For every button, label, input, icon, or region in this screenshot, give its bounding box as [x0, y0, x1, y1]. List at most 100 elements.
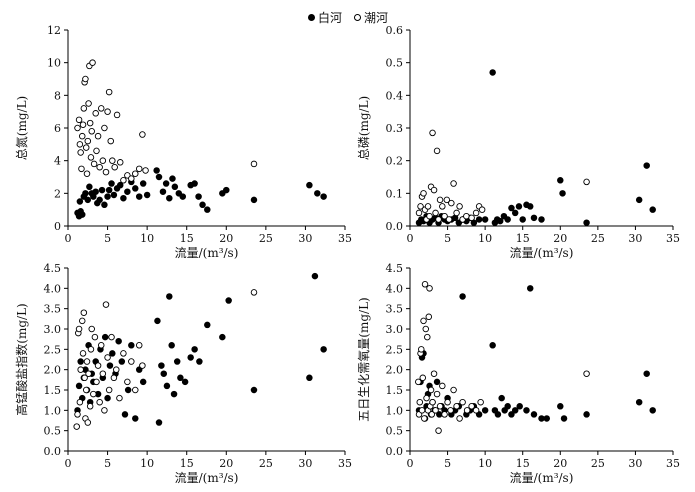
- data-point: [74, 411, 81, 418]
- data-point: [459, 293, 466, 300]
- data-point: [88, 128, 95, 135]
- data-point: [101, 201, 108, 209]
- data-point: [99, 157, 107, 164]
- x-tick-label: 0: [407, 457, 414, 470]
- data-point: [430, 370, 438, 377]
- data-point: [472, 407, 480, 414]
- y-tick-label: 3.5: [44, 303, 62, 316]
- data-point: [76, 141, 84, 148]
- legend-item-baihe: 白河: [308, 9, 342, 26]
- data-point: [441, 212, 448, 220]
- data-point: [453, 403, 460, 410]
- data-point: [73, 423, 80, 430]
- legend-marker-filled: [308, 14, 315, 21]
- x-tick-label: 35: [666, 457, 680, 470]
- y-tick-label: 0.0: [44, 445, 62, 458]
- data-point: [105, 88, 113, 96]
- x-tick-label: 25: [259, 232, 273, 245]
- x-tick-label: 20: [553, 232, 567, 245]
- y-axis-label: 五日生化需氧量(mg/L): [357, 297, 371, 421]
- data-point: [649, 407, 656, 414]
- data-point: [115, 337, 122, 345]
- x-tick-label: 15: [516, 457, 530, 470]
- data-point: [170, 390, 178, 398]
- y-tick-label: 0: [54, 220, 61, 233]
- data-point: [81, 374, 88, 382]
- data-point: [78, 132, 86, 140]
- data-point: [171, 183, 179, 191]
- data-point: [428, 411, 436, 418]
- data-point: [91, 333, 99, 341]
- series-baihe: [74, 167, 327, 220]
- data-point: [489, 342, 496, 349]
- data-point: [82, 75, 89, 83]
- data-point: [195, 193, 202, 200]
- data-point: [515, 203, 523, 210]
- y-tick-label: 2.0: [386, 364, 404, 377]
- data-point: [96, 163, 103, 171]
- data-point: [519, 216, 526, 223]
- data-point: [132, 170, 139, 177]
- data-point: [463, 212, 470, 220]
- x-tick-label: 15: [180, 232, 194, 245]
- data-point: [97, 105, 105, 112]
- data-point: [456, 415, 463, 422]
- data-point: [80, 309, 88, 316]
- data-point: [179, 193, 187, 200]
- data-point: [132, 386, 139, 394]
- data-point: [433, 378, 441, 386]
- data-point: [99, 370, 107, 377]
- y-axis-label: 总氮(mg/L): [14, 96, 29, 160]
- y-tick-label: 12: [47, 24, 61, 37]
- x-tick-label: 30: [628, 232, 642, 245]
- data-point: [83, 170, 91, 177]
- data-point: [173, 358, 181, 365]
- y-tick-label: 0.0: [386, 445, 404, 458]
- data-point: [104, 193, 111, 200]
- data-point: [74, 124, 81, 132]
- data-point: [445, 216, 453, 223]
- data-point: [76, 398, 84, 406]
- x-tick-label: 25: [591, 232, 605, 245]
- data-point: [108, 180, 115, 187]
- data-point: [142, 167, 149, 174]
- data-point: [135, 165, 143, 173]
- y-axis-label: 总磷(mg/L): [356, 96, 371, 160]
- legend-label-chaohe: 潮河: [364, 11, 389, 25]
- data-point: [132, 415, 139, 422]
- data-point: [429, 398, 436, 406]
- data-point: [219, 333, 226, 341]
- y-tick-label: 0.2: [386, 155, 404, 168]
- data-point: [417, 203, 424, 210]
- data-point: [635, 398, 643, 406]
- x-tick-label: 35: [666, 232, 680, 245]
- data-point: [158, 362, 165, 369]
- data-point: [105, 386, 113, 394]
- y-tick-label: 1.0: [386, 404, 404, 417]
- y-tick-label: 0.6: [386, 24, 404, 37]
- data-point: [102, 301, 110, 308]
- data-point: [82, 190, 89, 197]
- series-baihe: [415, 285, 656, 422]
- data-point: [523, 407, 530, 414]
- x-tick-label: 5: [104, 232, 111, 245]
- data-point: [80, 105, 88, 112]
- y-tick-label: 1.0: [44, 404, 62, 417]
- data-point: [447, 407, 454, 414]
- data-point: [494, 411, 502, 418]
- data-point: [443, 196, 451, 204]
- data-point: [92, 188, 99, 195]
- data-point: [481, 407, 489, 414]
- data-point: [135, 193, 143, 200]
- data-point: [311, 272, 319, 280]
- y-tick-label: 2: [54, 187, 61, 200]
- data-point: [155, 173, 163, 181]
- data-point: [643, 162, 650, 169]
- legend-item-chaohe: 潮河: [354, 9, 388, 26]
- data-point: [101, 407, 108, 414]
- x-axis-label: 流量/(m³/s): [175, 246, 239, 260]
- data-point: [448, 199, 455, 207]
- data-point: [439, 203, 446, 210]
- data-point: [109, 157, 116, 164]
